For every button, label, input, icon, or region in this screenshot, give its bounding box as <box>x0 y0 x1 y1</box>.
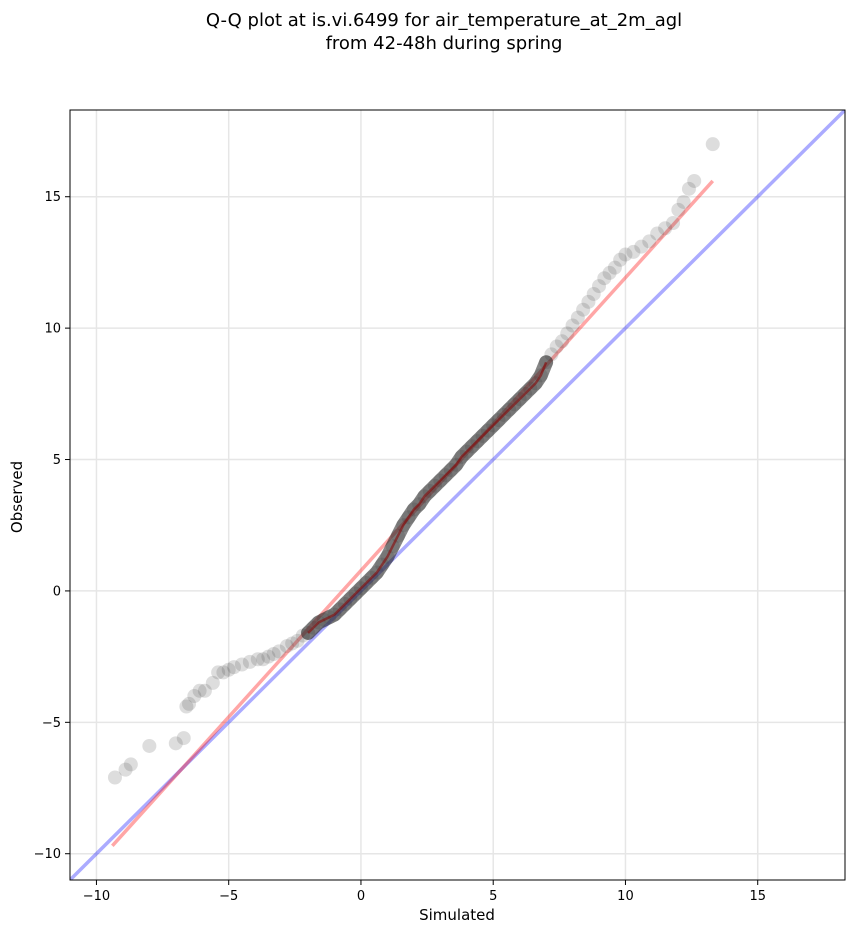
data-point-95 <box>676 194 691 209</box>
data-point-23 <box>279 639 294 654</box>
data-point-25 <box>290 633 305 648</box>
x-axis-ticks: −10 −5 0 5 10 15 <box>83 880 766 904</box>
data-point-8 <box>187 689 202 704</box>
data-point-5 <box>176 731 191 746</box>
data-point-1 <box>118 762 133 777</box>
dense-fit-overlay <box>307 361 548 634</box>
data-points <box>107 137 720 785</box>
data-point-94 <box>671 202 686 217</box>
plot-frame <box>69 109 846 881</box>
data-point-78 <box>570 310 585 325</box>
data-point-97 <box>687 173 702 188</box>
data-point-89 <box>634 239 649 254</box>
x-tick-label-3: 5 <box>489 889 497 904</box>
data-point-91 <box>650 226 665 241</box>
data-point-92 <box>658 221 673 236</box>
y-tick-label-3: 5 <box>53 453 61 468</box>
data-point-90 <box>642 234 657 249</box>
y-axis-ticks: −10 −5 0 5 10 15 <box>34 190 70 862</box>
data-point-11 <box>205 675 220 690</box>
reference-lines <box>70 110 845 880</box>
data-point-9 <box>192 683 207 698</box>
data-point-93 <box>666 216 681 231</box>
data-point-15 <box>226 660 241 675</box>
data-point-98 <box>705 137 720 152</box>
x-tick-label-2: 0 <box>357 889 365 904</box>
data-point-6 <box>179 699 194 714</box>
data-point-88 <box>626 244 641 259</box>
data-point-96 <box>681 181 696 196</box>
data-point-2 <box>123 757 138 772</box>
data-point-86 <box>613 252 628 267</box>
data-point-0 <box>107 770 122 785</box>
data-point-85 <box>607 260 622 275</box>
grid <box>70 110 845 880</box>
x-tick-label-4: 10 <box>617 889 634 904</box>
data-point-17 <box>242 654 257 669</box>
data-point-80 <box>581 294 596 309</box>
y-tick-label-2: 0 <box>53 584 61 599</box>
data-point-77 <box>565 318 580 333</box>
data-point-84 <box>602 265 617 280</box>
data-point-21 <box>266 646 281 661</box>
x-tick-label-0: −10 <box>83 889 110 904</box>
data-point-22 <box>271 644 286 659</box>
data-point-13 <box>216 665 231 680</box>
dense-points-band <box>301 355 554 640</box>
identity-line <box>70 110 845 880</box>
dense-overlay <box>301 355 554 640</box>
data-point-10 <box>197 683 212 698</box>
data-point-19 <box>256 652 271 667</box>
y-axis-label: Observed <box>8 461 26 533</box>
data-point-82 <box>592 279 607 294</box>
data-point-76 <box>560 326 575 341</box>
data-point-83 <box>597 271 612 286</box>
chart-title-line-2: from 42-48h during spring <box>326 33 563 54</box>
data-point-20 <box>261 649 276 664</box>
data-point-79 <box>576 302 591 317</box>
x-tick-label-1: −5 <box>219 889 238 904</box>
data-point-81 <box>586 286 601 301</box>
data-point-7 <box>182 696 197 711</box>
data-point-14 <box>221 662 236 677</box>
data-point-87 <box>618 247 633 262</box>
x-tick-label-5: 15 <box>749 889 766 904</box>
data-point-4 <box>168 736 183 751</box>
data-point-24 <box>285 636 300 651</box>
data-point-74 <box>549 339 564 354</box>
y-tick-label-5: 15 <box>44 190 61 205</box>
data-point-75 <box>554 334 569 349</box>
y-tick-label-4: 10 <box>44 322 61 337</box>
data-point-12 <box>211 665 226 680</box>
data-point-18 <box>250 652 265 667</box>
x-axis-label: Simulated <box>419 906 495 924</box>
y-tick-label-1: −5 <box>42 716 61 731</box>
chart-title-line-1: Q-Q plot at is.vi.6499 for air_temperatu… <box>206 10 682 31</box>
y-tick-label-0: −10 <box>34 847 61 862</box>
data-point-16 <box>234 657 249 672</box>
data-point-3 <box>142 738 157 753</box>
